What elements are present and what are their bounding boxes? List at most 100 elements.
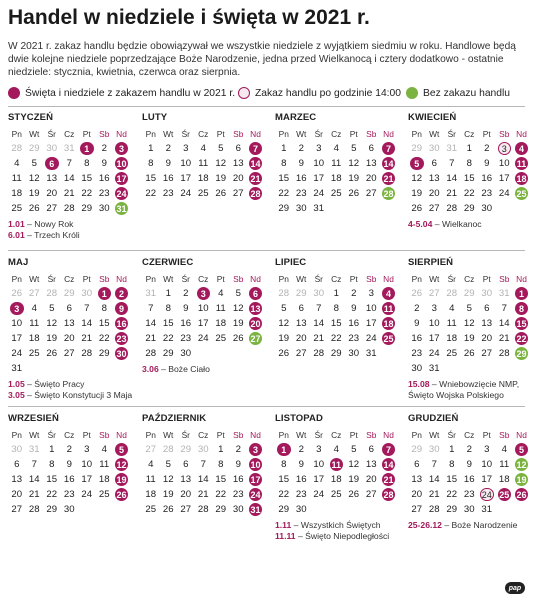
day-cell: 4 <box>200 143 206 154</box>
divider <box>8 250 525 251</box>
holiday-notes: 25-26.12 – Boże Narodzenie <box>408 520 533 531</box>
day-cell: 6 <box>66 303 72 314</box>
day-cell: 7 <box>449 158 455 169</box>
day-cell: 30 <box>313 288 325 299</box>
day-cell: 2 <box>298 143 304 154</box>
holiday-note-text: Wniebowzięcie NMP, Święto Wojska Polskie… <box>408 379 520 400</box>
holiday-day: 17 <box>114 171 129 186</box>
week-row: 27 28 29 30 <box>8 502 134 517</box>
holiday-note: 3.05 – Święto Konstytucji 3 Maja <box>8 390 134 401</box>
day-cell: 6 <box>431 158 437 169</box>
day-cell: 14 <box>380 156 397 171</box>
holiday-day: 1 <box>514 286 529 301</box>
trading-day: 28 <box>381 186 396 201</box>
restricted-day: 24 <box>480 487 494 502</box>
week-row: 27 28 29 30 31 <box>408 502 533 517</box>
day-header: Sb <box>499 128 510 139</box>
day-cell: 1 <box>449 444 455 455</box>
holiday-day: 4 <box>514 141 529 156</box>
day-header: Śr <box>47 273 56 284</box>
day-cell: 11 <box>145 474 156 485</box>
day-cell: 31 <box>365 348 377 359</box>
holiday-day: 24 <box>248 487 263 502</box>
holiday-note-date: 3.06 <box>142 364 159 374</box>
day-headers: Pn Wt Śr Cz Pt Sb Nd <box>408 271 533 286</box>
day-cell: 31 <box>428 363 440 374</box>
note-dash: – <box>291 520 301 530</box>
day-cell: 28 <box>46 288 58 299</box>
day-cell: 5 <box>113 442 130 457</box>
day-cell: 4 <box>101 444 107 455</box>
day-cell: 12 <box>215 158 227 169</box>
holiday-note-date: 6.01 <box>8 230 25 240</box>
day-cell: 23 <box>295 489 307 500</box>
holiday-note-text: Święto Niepodległości <box>305 531 390 541</box>
holiday-note-text: Święto Pracy <box>34 379 85 389</box>
day-cell: 20 <box>11 489 23 500</box>
day-cell: 2 <box>235 444 241 455</box>
day-cell: 2 <box>484 143 490 154</box>
holiday-day: 22 <box>514 331 529 346</box>
day-header: Pt <box>82 273 91 284</box>
day-cell: 8 <box>148 158 154 169</box>
day-cell: 1 <box>49 444 55 455</box>
day-cell: 24 <box>180 188 192 199</box>
holiday-note-text: Boże Narodzenie <box>451 520 518 530</box>
note-dash: – <box>24 230 35 240</box>
day-cell: 23 <box>232 489 244 500</box>
day-cell: 9 <box>235 459 241 470</box>
day-cell: 19 <box>348 474 360 485</box>
legend-trading-label: Bez zakazu handlu <box>423 87 511 99</box>
day-cell: 15 <box>145 173 157 184</box>
day-cell: 15 <box>81 173 93 184</box>
day-cell: 3 <box>8 301 26 316</box>
week-row: 22 23 24 25 26 27 28 <box>275 186 401 201</box>
day-cell: 29 <box>463 288 475 299</box>
day-cell: 7 <box>501 303 507 314</box>
week-row: 22 23 24 25 26 27 28 <box>275 487 401 502</box>
day-header: Śr <box>181 273 190 284</box>
day-cell: 8 <box>333 303 339 314</box>
day-cell: 25 <box>28 348 40 359</box>
holiday-day: 1 <box>80 141 94 156</box>
day-cell: 6 <box>368 143 374 154</box>
day-cell: 29 <box>513 346 530 361</box>
day-cell: 9 <box>298 459 304 470</box>
week-row: 13 14 15 16 17 18 19 <box>8 472 134 487</box>
day-cell: 5 <box>351 143 357 154</box>
day-cell: 31 <box>446 143 458 154</box>
day-header: Cz <box>464 429 475 440</box>
day-cell: 16 <box>295 474 307 485</box>
day-cell: 11 <box>198 158 209 169</box>
week-row: 9 10 11 12 13 14 15 <box>408 316 533 331</box>
day-cell: 25 <box>215 333 227 344</box>
day-cell: 4 <box>501 444 507 455</box>
month-name: CZERWIEC <box>142 257 194 268</box>
week-row: 6 7 8 9 10 11 12 <box>8 457 134 472</box>
day-cell: 21 <box>428 489 440 500</box>
week-row: 5 6 7 8 9 10 11 <box>408 156 533 171</box>
day-cell: 17 <box>498 173 510 184</box>
day-header: Cz <box>64 429 75 440</box>
day-cell: 9 <box>414 318 420 329</box>
day-cell: 2 <box>414 303 420 314</box>
page-title: Handel w niedziele i święta w 2021 r. <box>8 6 370 29</box>
holiday-day: 3 <box>248 442 263 457</box>
day-cell: 22 <box>215 489 227 500</box>
week-row: 28 29 30 1 2 3 4 <box>275 286 401 301</box>
day-cell: 18 <box>380 316 397 331</box>
day-cell: 25 <box>446 348 458 359</box>
day-cell: 15 <box>278 173 290 184</box>
day-header: Sb <box>233 128 244 139</box>
day-cell: 28 <box>11 143 23 154</box>
day-cell: 24 <box>478 487 496 502</box>
day-cell: 11 <box>446 318 457 329</box>
day-header: Pt <box>482 128 491 139</box>
day-header: Pn <box>145 429 156 440</box>
day-header: Pn <box>411 429 422 440</box>
day-cell: 11 <box>513 156 530 171</box>
day-cell: 13 <box>411 474 423 485</box>
day-cell: 16 <box>63 474 75 485</box>
day-cell: 26 <box>46 348 58 359</box>
